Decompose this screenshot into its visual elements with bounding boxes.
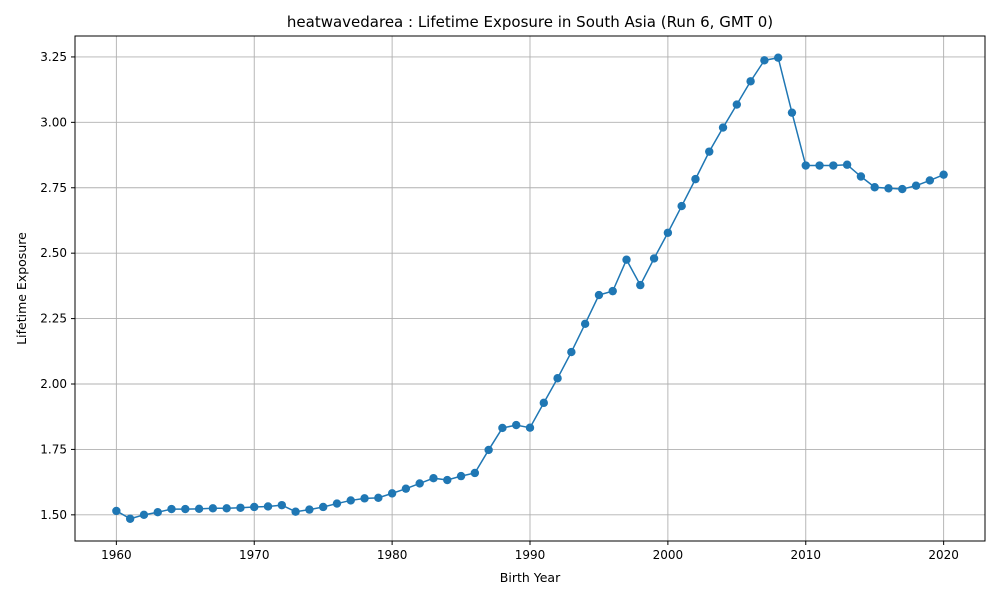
x-tick-label: 1990	[515, 548, 546, 562]
data-point	[608, 286, 617, 296]
y-axis: 1.50 1.75 2.00 2.25 2.50 2.75 3.00 3.25	[40, 50, 75, 522]
y-tick-label: 2.25	[40, 312, 67, 326]
y-tick-label: 2.00	[40, 377, 67, 391]
data-point	[153, 508, 162, 517]
y-tick-label: 1.50	[40, 508, 67, 522]
x-tick-label: 1960	[101, 548, 132, 562]
data-point	[636, 280, 645, 290]
data-point	[842, 160, 852, 169]
y-tick-label: 2.75	[40, 181, 67, 195]
x-tick-label: 2010	[790, 548, 821, 562]
y-tick-label: 3.00	[40, 115, 67, 129]
data-point	[181, 504, 190, 514]
data-point	[567, 347, 576, 357]
data-point	[277, 500, 287, 510]
data-point	[787, 108, 797, 117]
chart-title: heatwavedarea : Lifetime Exposure in Sou…	[287, 13, 773, 31]
data-point	[125, 514, 135, 523]
data-point	[884, 184, 893, 193]
y-axis-label: Lifetime Exposure	[14, 232, 29, 345]
data-point	[167, 504, 176, 514]
data-point	[250, 502, 259, 512]
x-tick-label: 1980	[377, 548, 408, 562]
data-point	[291, 507, 300, 516]
grid	[75, 36, 985, 541]
data-point	[236, 503, 245, 512]
data-point	[677, 201, 686, 211]
data-point	[594, 290, 604, 300]
data-point	[663, 228, 673, 237]
data-point	[332, 499, 342, 508]
data-point	[222, 504, 231, 513]
data-point	[525, 423, 535, 432]
data-point	[773, 53, 783, 62]
x-tick-label: 2000	[653, 548, 684, 562]
data-point	[139, 510, 149, 520]
x-axis: 1960 1970 1980 1990 2000 2010 2020	[101, 541, 959, 562]
data-point	[401, 484, 411, 493]
data-point	[360, 494, 369, 503]
x-axis-label: Birth Year	[500, 570, 561, 585]
data-point	[856, 172, 866, 181]
data-point	[429, 474, 438, 483]
data-point	[553, 374, 562, 383]
data-point	[691, 174, 700, 184]
data-point	[470, 468, 480, 478]
data-point	[539, 398, 548, 408]
data-points	[112, 53, 948, 523]
data-point	[649, 254, 659, 263]
data-point	[443, 475, 452, 485]
data-point	[925, 176, 935, 185]
data-point	[746, 77, 755, 86]
x-tick-label: 2020	[928, 548, 959, 562]
y-tick-label: 2.50	[40, 246, 67, 260]
data-point	[498, 423, 507, 433]
data-point	[732, 100, 742, 109]
data-point	[194, 504, 204, 514]
data-point	[829, 161, 838, 170]
data-point	[208, 504, 218, 513]
data-point	[760, 56, 769, 65]
y-tick-label: 3.25	[40, 50, 67, 64]
data-point	[622, 255, 631, 264]
data-point	[580, 319, 590, 329]
data-point	[718, 123, 728, 132]
data-point	[815, 161, 824, 170]
data-point	[305, 505, 314, 514]
data-point	[387, 489, 397, 498]
data-point	[801, 161, 810, 170]
y-tick-label: 1.75	[40, 442, 67, 456]
data-point	[346, 496, 355, 505]
data-point	[318, 502, 328, 512]
data-point	[898, 184, 907, 194]
data-point	[374, 493, 383, 503]
data-point	[870, 183, 879, 192]
data-point	[939, 170, 948, 179]
data-point	[456, 471, 466, 481]
data-point	[705, 147, 714, 156]
data-point	[484, 445, 493, 455]
data-point	[112, 506, 121, 516]
x-tick-label: 1970	[239, 548, 270, 562]
data-point	[415, 479, 424, 488]
data-point	[263, 502, 273, 511]
data-point	[512, 420, 521, 430]
data-point	[911, 181, 921, 190]
